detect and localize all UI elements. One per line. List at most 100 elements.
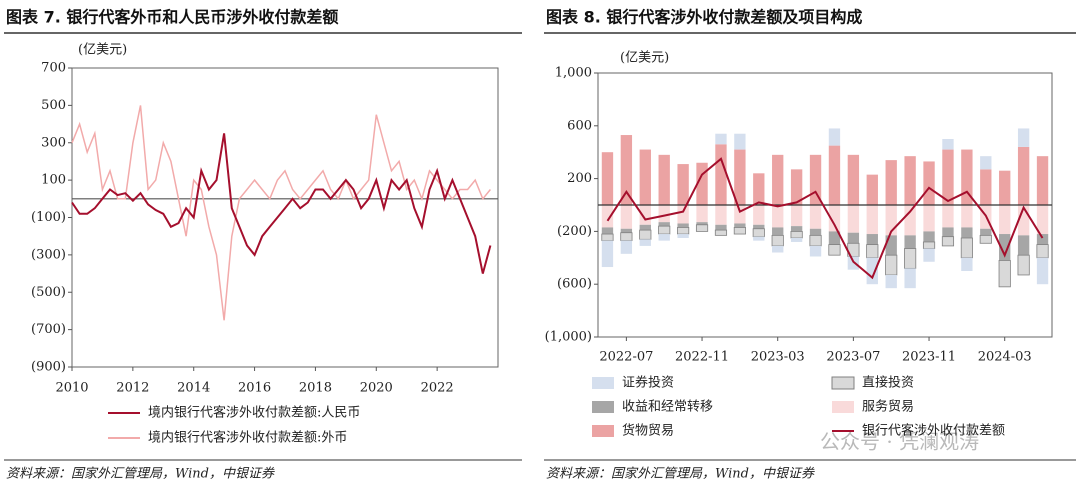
series-line	[71, 105, 491, 321]
legend-label: 境内银行代客涉外收付款差额:人民币	[148, 405, 360, 421]
bar-segment	[999, 234, 1011, 261]
bar-segment	[1036, 244, 1049, 259]
y-tick-label: (600)	[557, 277, 592, 292]
bar-segment	[771, 234, 784, 247]
bar-segment	[923, 231, 935, 242]
y-tick-label: (500)	[31, 285, 66, 300]
y-tick-label: 500	[41, 98, 66, 113]
bar-segment	[904, 268, 916, 289]
bar-segment	[695, 224, 709, 232]
bar-segment	[715, 133, 727, 145]
x-tick-label: 2022-07	[599, 350, 653, 365]
bar-segment	[639, 239, 651, 246]
bar-segment	[885, 274, 897, 289]
bar-segment	[904, 235, 916, 249]
bar-segment	[866, 257, 878, 285]
bar-segment	[941, 236, 955, 247]
bar-segment	[696, 205, 708, 223]
bar-segment	[942, 227, 954, 237]
bar-segment	[904, 248, 917, 269]
x-tick-label: 2023-03	[751, 350, 805, 365]
unit-label: (亿美元)	[620, 51, 669, 66]
bar-segment	[734, 133, 746, 150]
bar-segment	[1036, 205, 1049, 235]
legend-label: 服务贸易	[862, 399, 914, 415]
bar-segment	[1017, 128, 1030, 147]
bar-segment	[942, 139, 954, 150]
bar-segment	[753, 224, 765, 229]
bar-segment	[601, 152, 614, 205]
y-tick-label: 200	[567, 171, 592, 186]
series-line	[71, 133, 492, 274]
bar-segment	[942, 149, 954, 205]
bar-segment	[885, 235, 897, 256]
bar-segment	[866, 234, 878, 245]
bar-segment	[620, 205, 633, 229]
x-tick-label: 2010	[55, 381, 88, 396]
bar-segment	[790, 169, 803, 205]
bar-segment	[922, 241, 936, 249]
chart-title: 图表 8. 银行代客涉外收付款差额及项目构成	[546, 8, 862, 27]
bar-segment	[734, 205, 746, 224]
bar-segment	[658, 225, 671, 235]
bar-segment	[677, 205, 689, 224]
bar-segment	[658, 234, 670, 241]
bar-segment	[601, 205, 614, 228]
watermark: 公众号 · 凭澜观涛	[820, 430, 979, 454]
bar-segment	[885, 160, 897, 205]
legend-swatch	[592, 401, 614, 413]
bar-segment	[601, 240, 614, 268]
y-tick-label: 100	[41, 173, 66, 188]
y-tick-label: (200)	[557, 224, 592, 239]
bar-segment	[677, 223, 689, 228]
legend-label: 直接投资	[862, 375, 914, 391]
legend-swatch	[831, 376, 855, 390]
bar-segment	[790, 226, 803, 232]
bar-segment	[961, 205, 973, 228]
bar-segment	[847, 205, 860, 233]
bar-segment	[885, 205, 897, 236]
bar-segment	[961, 149, 973, 205]
legend-swatch	[592, 377, 614, 389]
bar-segment	[809, 154, 822, 205]
bar-segment	[714, 229, 728, 236]
bar-segment	[620, 228, 633, 233]
x-tick-label: 2012	[116, 381, 149, 396]
bar-segment	[715, 205, 727, 225]
x-tick-label: 2016	[238, 381, 271, 396]
bar-segment	[809, 245, 822, 257]
bar-segment	[904, 156, 916, 205]
bar-segment	[658, 205, 670, 223]
bar-segment	[923, 161, 935, 205]
bar-segment	[847, 154, 860, 205]
bar-segment	[904, 205, 916, 236]
bar-segment	[790, 230, 803, 239]
bar-segment	[715, 224, 727, 231]
legend-label: 银行代客涉外收付款差额	[862, 423, 1005, 439]
bar-segment	[601, 233, 614, 242]
y-tick-label: 600	[567, 118, 592, 133]
bar-segment	[772, 245, 784, 253]
y-tick-label: 1,000	[555, 66, 592, 81]
y-tick-label: 700	[41, 61, 66, 76]
bar-segment	[1036, 156, 1049, 205]
x-tick-label: 2018	[299, 381, 332, 396]
legend-label: 收益和经常转移	[622, 400, 713, 415]
bar-segment	[677, 234, 689, 238]
bar-segment	[1036, 257, 1049, 285]
x-tick-label: 2022	[421, 381, 454, 396]
bar-segment	[753, 173, 765, 205]
bar-segment	[866, 174, 878, 205]
bar-segment	[828, 205, 841, 232]
x-tick-label: 2020	[360, 381, 393, 396]
bar-segment	[866, 205, 878, 235]
bar-segment	[753, 236, 765, 241]
x-tick-label: 2014	[177, 381, 210, 396]
bar-segment	[847, 232, 860, 244]
x-tick-label: 2023-07	[826, 350, 880, 365]
y-tick-label: 300	[41, 135, 66, 150]
legend-swatch	[832, 401, 854, 413]
bar-segment	[696, 222, 708, 225]
y-tick-label: (1,000)	[545, 330, 592, 345]
